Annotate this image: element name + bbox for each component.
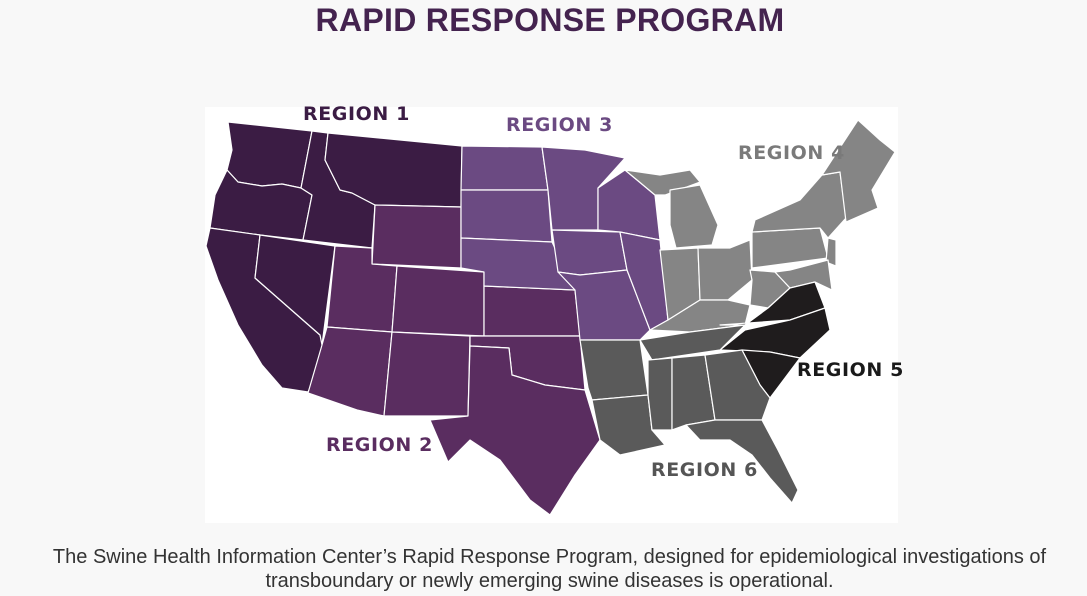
- region-6-label: REGION 6: [651, 459, 758, 481]
- state-new-jersey: [825, 237, 837, 267]
- state-washington: [226, 121, 313, 189]
- state-tennessee: [639, 324, 746, 361]
- state-arkansas: [579, 339, 649, 401]
- state-north-dakota: [460, 145, 549, 191]
- region-6-area[interactable]: [579, 324, 799, 504]
- state-nebraska: [460, 237, 576, 291]
- state-new-mexico: [383, 331, 471, 417]
- region-1-label: REGION 1: [303, 103, 410, 125]
- region-5-label: REGION 5: [797, 359, 904, 381]
- state-pennsylvania: [751, 227, 829, 269]
- state-colorado: [391, 265, 485, 337]
- state-texas: [429, 345, 601, 516]
- state-florida: [685, 419, 799, 504]
- state-kansas: [483, 285, 581, 337]
- region-5-area[interactable]: [719, 281, 831, 399]
- us-map-graphic: [205, 119, 896, 516]
- region-4-label: REGION 4: [738, 142, 845, 164]
- region-3-label: REGION 3: [506, 114, 613, 136]
- state-iowa: [551, 229, 628, 276]
- state-new-york: [751, 171, 847, 239]
- region-4-area[interactable]: [624, 119, 896, 333]
- state-south-dakota: [460, 189, 553, 243]
- state-michigan: [669, 184, 719, 249]
- region-2-area[interactable]: [307, 204, 601, 516]
- region-3-area[interactable]: [460, 145, 669, 341]
- us-region-map: REGION 1 REGION 2 REGION 3 REGION 4 REGI…: [205, 103, 903, 523]
- program-description: The Swine Health Information Center’s Ra…: [52, 546, 1047, 592]
- state-mississippi: [647, 357, 673, 431]
- state-ohio: [697, 239, 753, 301]
- region-1-area[interactable]: [205, 121, 463, 393]
- region-2-label: REGION 2: [326, 434, 433, 456]
- state-nevada: [254, 234, 336, 346]
- state-missouri: [557, 269, 651, 341]
- state-wyoming: [371, 204, 462, 269]
- state-new-england: [821, 119, 896, 223]
- page-title: RAPID RESPONSE PROGRAM: [315, 2, 785, 38]
